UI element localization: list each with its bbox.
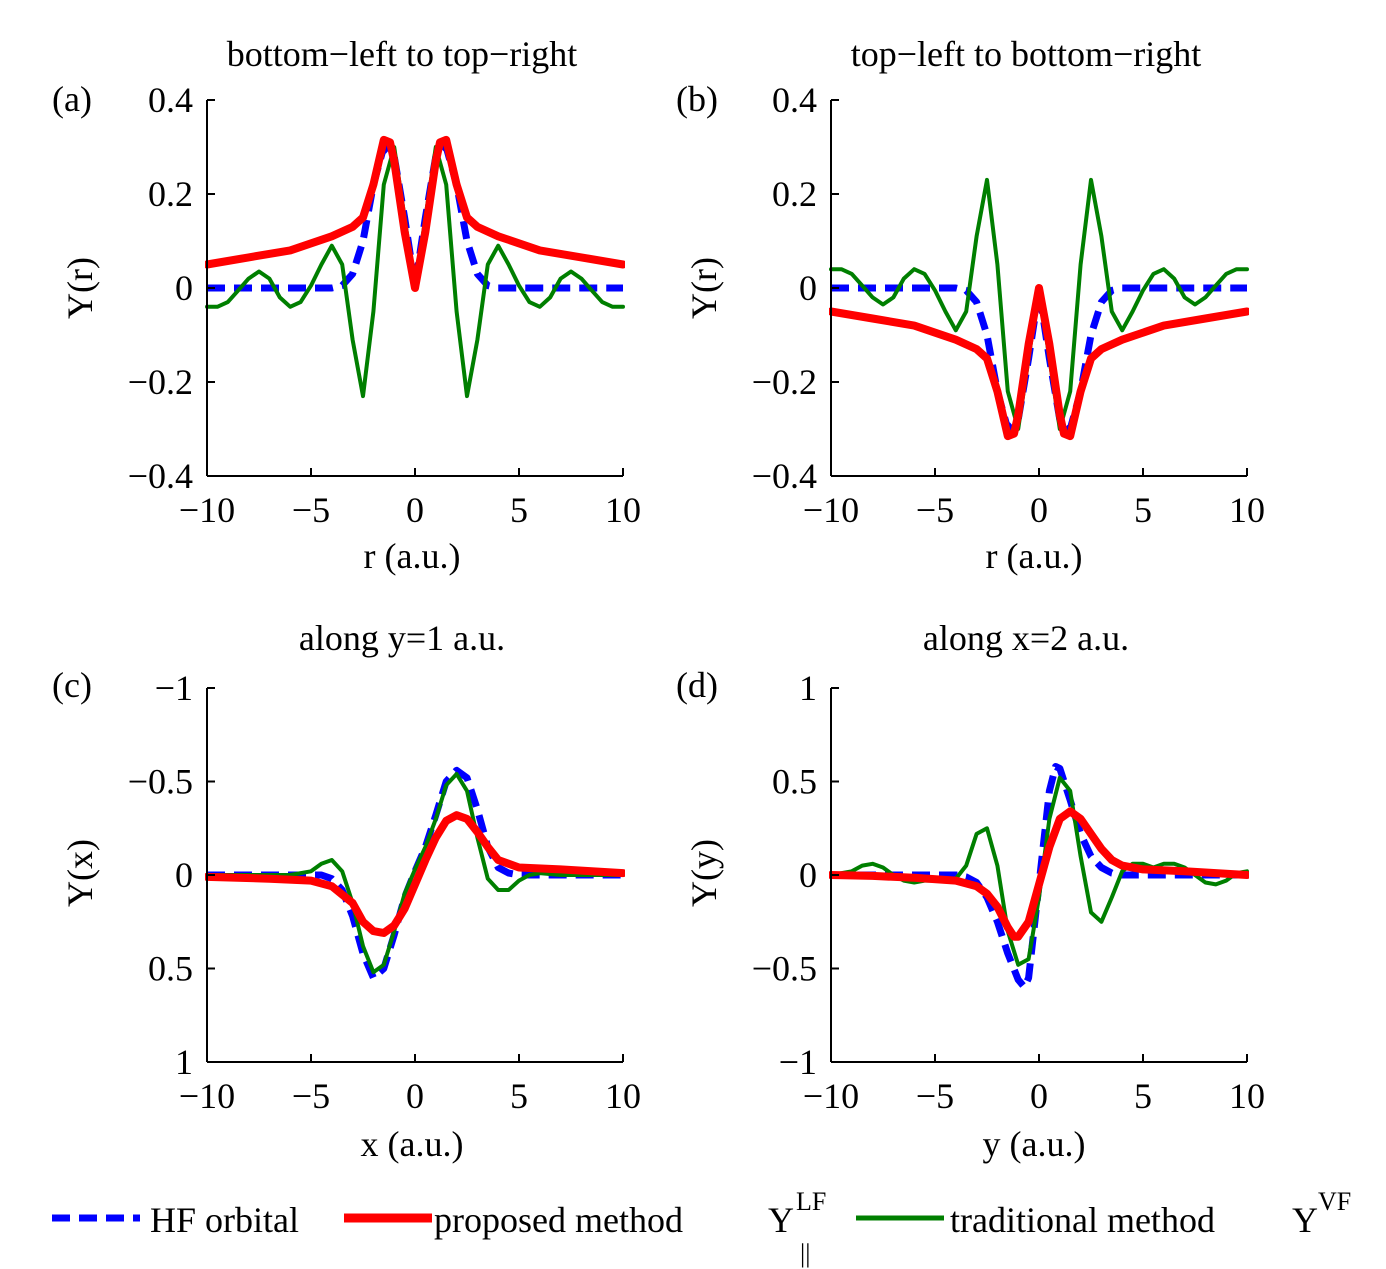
panel-c-ylabel: Y(x) — [60, 839, 100, 907]
panel-a-xlabel: r (a.u.) — [364, 536, 461, 576]
panel-a-ytick-label: 0 — [175, 268, 193, 308]
panel-c-xtick-label: −10 — [179, 1076, 235, 1116]
panel-b-xlabel: r (a.u.) — [986, 536, 1083, 576]
panel-a-xtick-label: 10 — [605, 490, 641, 530]
panel-d-title: along x=2 a.u. — [923, 618, 1129, 658]
panel-a-ylabel: Y(r) — [60, 257, 100, 319]
panel-b-ytick-label: 0.2 — [772, 174, 817, 214]
panel-c-plot-area — [205, 766, 625, 982]
panel-b-xtick-label: −10 — [803, 490, 859, 530]
panel-c-ytick-label: 1 — [175, 1042, 193, 1082]
panel-c-ytick-label: −1 — [155, 668, 193, 708]
panel-d-plot-area — [829, 763, 1249, 991]
panel-c-label: (c) — [52, 665, 92, 705]
panel-d-label: (d) — [676, 665, 718, 705]
panel-c-xtick-label: 5 — [510, 1076, 528, 1116]
panel-a-ytick-label: −0.2 — [128, 362, 193, 402]
panel-b-plot-area — [829, 177, 1249, 441]
panel-c-xlabel: x (a.u.) — [361, 1124, 464, 1164]
panel-b-series-hf-orbital — [831, 284, 1247, 433]
panel-b-xtick-label: 10 — [1229, 490, 1265, 530]
panel-c-ytick-label: 0 — [175, 855, 193, 895]
panel-b: top−left to bottom−right (b) r (a.u.) Y(… — [676, 34, 1265, 576]
legend-traditional-label: traditional method — [950, 1200, 1215, 1240]
panel-d-ytick-label: −1 — [779, 1042, 817, 1082]
panel-c-ytick-label: −0.5 — [128, 762, 193, 802]
panel-b-xtick-label: −5 — [916, 490, 954, 530]
panel-d-xtick-label: 5 — [1134, 1076, 1152, 1116]
panel-a-xtick-label: 0 — [406, 490, 424, 530]
panel-b-xtick-label: 5 — [1134, 490, 1152, 530]
panel-d-xtick-label: 0 — [1030, 1076, 1048, 1116]
panel-a-label: (a) — [52, 79, 92, 119]
panel-c: along y=1 a.u. (c) x (a.u.) Y(x) −10 −5 0 5… — [52, 618, 641, 1164]
panel-a-ytick-label: 0.4 — [148, 80, 193, 120]
panel-a-title: bottom−left to top−right — [227, 34, 578, 74]
panel-b-label: (b) — [676, 79, 718, 119]
legend-traditional-symbol: Y — [1292, 1200, 1318, 1240]
panel-b-xtick-label: 0 — [1030, 490, 1048, 530]
panel-d-xtick-label: −10 — [803, 1076, 859, 1116]
panel-a: bottom−left to top−right (a) r (a.u.) Y(… — [52, 34, 641, 576]
panel-d-ytick-label: 1 — [799, 668, 817, 708]
panel-d-xtick-label: 10 — [1229, 1076, 1265, 1116]
legend-proposed-subscript: || — [800, 1239, 810, 1268]
panel-d-ylabel: Y(y) — [684, 839, 724, 907]
panel-a-xtick-label: −10 — [179, 490, 235, 530]
legend-traditional-superscript: VF — [1318, 1187, 1351, 1216]
panel-d-ytick-label: 0.5 — [772, 762, 817, 802]
panel-c-xtick-label: −5 — [292, 1076, 330, 1116]
panel-c-ytick-label: 0.5 — [148, 949, 193, 989]
panel-a-plot-area — [205, 135, 625, 399]
panel-b-series-proposed-method — [829, 284, 1249, 441]
panel-d-ytick-label: −0.5 — [752, 949, 817, 989]
panel-c-series-proposed-method — [205, 811, 625, 937]
panel-a-series-hf-orbital — [207, 143, 623, 292]
panel-d-xlabel: y (a.u.) — [983, 1124, 1086, 1164]
panel-b-ytick-label: −0.2 — [752, 362, 817, 402]
panel-b-ytick-label: 0.4 — [772, 80, 817, 120]
panel-c-xtick-label: 10 — [605, 1076, 641, 1116]
panel-a-xtick-label: 5 — [510, 490, 528, 530]
legend-proposed-label: proposed method — [434, 1200, 683, 1240]
panel-d: along x=2 a.u. (d) y (a.u.) Y(y) −10 −5 0 5… — [676, 618, 1265, 1164]
legend-hf-label: HF orbital — [150, 1200, 299, 1240]
panel-d-series-proposed-method — [829, 807, 1249, 941]
panel-c-xtick-label: 0 — [406, 1076, 424, 1116]
panel-d-xtick-label: −5 — [916, 1076, 954, 1116]
panel-b-ytick-label: −0.4 — [752, 456, 817, 496]
panel-b-title: top−left to bottom−right — [851, 34, 1202, 74]
panel-a-series-proposed-method — [205, 135, 625, 292]
panel-d-ytick-label: 0 — [799, 855, 817, 895]
panel-a-xtick-label: −5 — [292, 490, 330, 530]
legend-proposed-superscript: LF — [796, 1187, 826, 1216]
legend-proposed-symbol: Y — [768, 1200, 794, 1240]
panel-b-ylabel: Y(r) — [684, 257, 724, 319]
panel-a-ytick-label: −0.4 — [128, 456, 193, 496]
panel-a-ytick-label: 0.2 — [148, 174, 193, 214]
panel-c-title: along y=1 a.u. — [299, 618, 505, 658]
panel-c-series-traditional-method — [205, 772, 625, 975]
panel-b-ytick-label: 0 — [799, 268, 817, 308]
legend: HF orbital proposed method Y LF || tradi… — [52, 1187, 1351, 1268]
